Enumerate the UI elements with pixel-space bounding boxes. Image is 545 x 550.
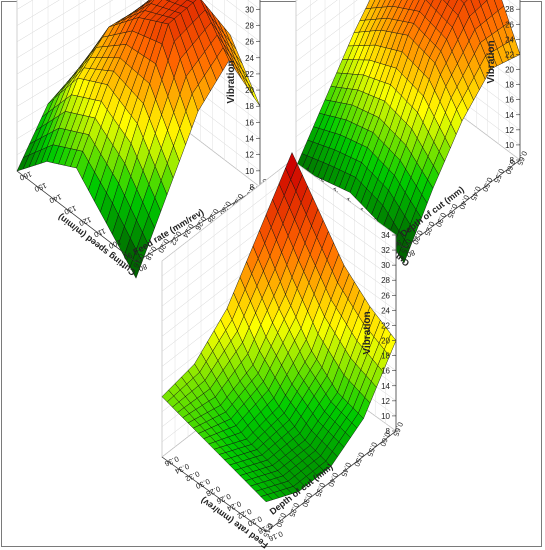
z-tick-label: 12: [245, 151, 254, 160]
x-axis: [135, 186, 261, 263]
z-tick-label: 14: [505, 111, 514, 120]
surface-cell: [129, 249, 143, 279]
y-tick-label: 100: [107, 238, 122, 251]
y-tick-label: 140: [48, 192, 63, 205]
z-tick-label: 22: [381, 321, 390, 330]
z-axis-label: Vibration: [362, 311, 373, 354]
z-tick-label: 20: [245, 86, 254, 95]
y-tick-label: 150: [33, 181, 48, 194]
z-tick-label: 22: [245, 70, 254, 79]
z-tick-label: 10: [245, 167, 254, 176]
z-axis-label: Vibration: [226, 60, 237, 103]
z-tick-label: 10: [381, 412, 390, 421]
z-gridline: [295, 0, 521, 32]
z-tick-label: 26: [381, 291, 390, 300]
z-tick-label: 34: [381, 231, 390, 240]
z-tick-label: 16: [245, 118, 254, 127]
z-tick-label: 32: [381, 246, 390, 255]
z-tick-label: 30: [245, 5, 254, 14]
y-tick-label: 160: [18, 169, 33, 182]
z-tick-label: 20: [381, 337, 390, 346]
z-tick-label: 20: [505, 66, 514, 75]
z-tick-label: 18: [505, 81, 514, 90]
surface-mesh: [16, 0, 261, 279]
z-tick-label: 8: [510, 156, 515, 165]
y-axis: [161, 456, 267, 533]
y-tick-label: 90: [122, 251, 133, 263]
surface-mesh: [161, 151, 397, 503]
surface-cell: [260, 494, 273, 503]
z-tick-label: 30: [381, 261, 390, 270]
z-tick-label: 14: [381, 382, 390, 391]
surface-plot-a: 810121416182022242628303234Vibration0.36…: [16, 0, 270, 279]
y-axis: [16, 170, 137, 263]
x-axis: [403, 159, 521, 249]
z-tick-label: 24: [245, 54, 254, 63]
y-tick-label: 110: [93, 226, 108, 239]
z-tick-label: 18: [245, 102, 254, 111]
z-tick-label: 8: [250, 183, 255, 192]
z-tick-label: 26: [505, 20, 514, 29]
y-tick-label: 80: [405, 248, 416, 260]
z-tick-label: 22: [505, 50, 514, 59]
z-tick-label: 28: [381, 276, 390, 285]
z-tick-label: 14: [245, 135, 254, 144]
surface-mesh: [295, 0, 521, 264]
z-tick-label: 24: [381, 306, 390, 315]
z-tick-label: 12: [381, 397, 390, 406]
z-tick-label: 12: [505, 126, 514, 135]
z-tick-label: 26: [245, 38, 254, 47]
y-tick-label: 120: [78, 215, 93, 228]
z-tick-label: 24: [505, 35, 514, 44]
y-tick-label: 130: [63, 203, 78, 216]
z-tick-label: 28: [245, 21, 254, 30]
y-tick-label: 90: [392, 238, 403, 250]
x-axis: [265, 430, 397, 533]
z-tick-label: 16: [505, 96, 514, 105]
z-tick-label: 18: [381, 352, 390, 361]
surface-cell: [460, 0, 468, 4]
surface-plot-c: 810121416182022242628303234Vibration0.65…: [161, 151, 405, 550]
y-tick-label: 80: [137, 262, 148, 274]
z-tick-label: 16: [381, 367, 390, 376]
z-gridline: [16, 0, 261, 42]
z-tick-label: 10: [505, 141, 514, 150]
z-axis-label: Vibration: [486, 40, 497, 83]
z-tick-label: 8: [386, 427, 391, 436]
z-tick-label: 28: [505, 5, 514, 14]
